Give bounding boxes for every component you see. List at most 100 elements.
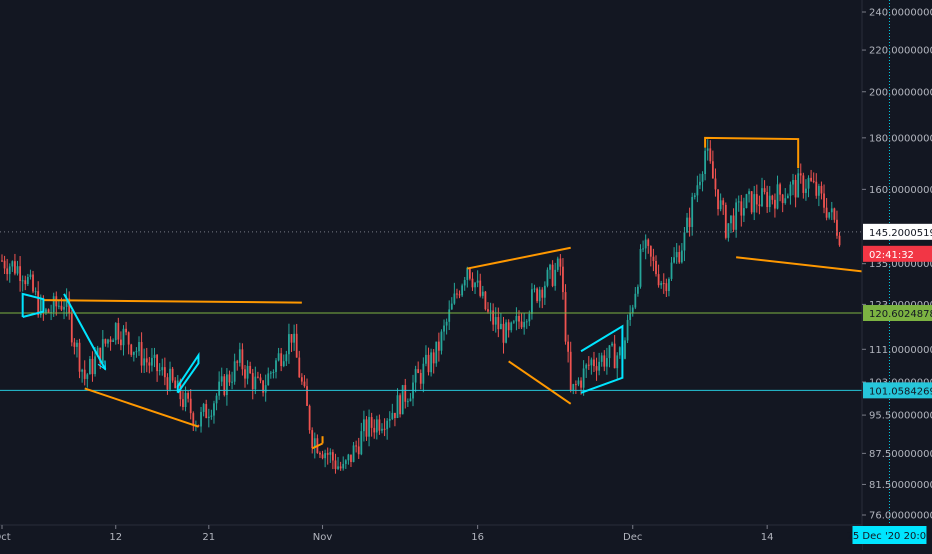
candle-up xyxy=(45,307,47,315)
candle-down xyxy=(825,198,828,221)
candle-body xyxy=(538,289,541,302)
candle-down xyxy=(259,373,262,384)
candle-body xyxy=(125,328,127,333)
candle-body xyxy=(21,280,24,282)
candle-down xyxy=(334,453,337,474)
candle-down xyxy=(652,248,655,272)
candle-body xyxy=(282,361,285,367)
candle-down xyxy=(794,174,797,208)
orange-segment-0 xyxy=(43,299,302,304)
candle-up xyxy=(254,366,257,395)
candle-body xyxy=(789,184,792,196)
candle-up xyxy=(425,345,427,367)
current-price-label-bg xyxy=(863,223,932,240)
candle-down xyxy=(241,343,244,376)
candle-down xyxy=(120,331,122,351)
candle-down xyxy=(567,334,570,363)
candle-down xyxy=(339,461,342,471)
candle-body xyxy=(225,374,228,396)
candle-body xyxy=(742,208,745,216)
candle-up xyxy=(329,448,332,463)
candle-up xyxy=(660,280,663,289)
candle-up xyxy=(626,314,629,344)
candle-up xyxy=(830,201,833,221)
candle-up xyxy=(430,348,433,377)
candle-up xyxy=(220,367,223,387)
candle-down xyxy=(823,184,825,214)
candle-down xyxy=(559,254,562,276)
candle-down xyxy=(502,316,505,354)
x-axis: Oct1221Nov16Dec1420211125 Dec '20 20:002… xyxy=(0,524,932,550)
y-tick-label: 87.50000000 xyxy=(869,449,932,460)
candle-body xyxy=(448,309,451,322)
candle-body xyxy=(257,376,259,378)
candle-up xyxy=(505,319,507,344)
candle-up xyxy=(590,357,593,375)
candle-down xyxy=(520,313,523,330)
candle-body xyxy=(383,428,386,430)
candle-body xyxy=(838,235,841,246)
candle-up xyxy=(789,181,792,205)
candle-up xyxy=(624,337,626,360)
candle-body xyxy=(551,264,554,286)
candle-down xyxy=(750,191,753,215)
candle-body xyxy=(510,322,513,331)
candle-down xyxy=(833,207,836,223)
candle-body xyxy=(815,181,818,196)
candle-body xyxy=(593,359,595,367)
candle-up xyxy=(76,339,78,358)
candle-down xyxy=(109,336,112,351)
candles xyxy=(1,139,841,474)
candle-up xyxy=(88,356,91,375)
candle-body xyxy=(365,419,368,437)
candle-body xyxy=(525,321,528,323)
candle-body xyxy=(730,215,732,224)
candle-down xyxy=(373,419,376,439)
candle-body xyxy=(639,249,642,287)
current-price-label: 145.20005194 xyxy=(863,223,932,240)
cyan-arrow-10 xyxy=(63,293,107,370)
candle-up xyxy=(675,243,678,264)
candle-body xyxy=(11,261,14,267)
candle-up xyxy=(748,188,750,203)
candle-body xyxy=(717,189,719,210)
candle-up xyxy=(753,185,756,221)
candle-down xyxy=(303,375,306,388)
candle-up xyxy=(342,456,345,471)
candle-body xyxy=(554,269,557,286)
candle-body xyxy=(166,377,169,390)
candle-body xyxy=(347,454,350,461)
candle-down xyxy=(665,278,668,298)
candle-body xyxy=(755,194,758,205)
candle-body xyxy=(668,278,670,292)
candle-up xyxy=(114,322,117,345)
candle-down xyxy=(417,361,420,374)
y-tick-label: 200.00000000 xyxy=(869,87,932,98)
candle-body xyxy=(241,349,244,370)
candle-up xyxy=(461,283,464,298)
candle-up xyxy=(225,368,228,406)
candle-down xyxy=(427,347,430,376)
candle-body xyxy=(432,352,435,364)
candle-body xyxy=(577,380,580,385)
candle-body xyxy=(735,202,738,230)
candle-up xyxy=(680,243,683,264)
candle-body xyxy=(693,195,696,197)
cyan-line-price-label-bg xyxy=(863,382,932,399)
candle-down xyxy=(492,303,495,331)
candle-up xyxy=(735,198,738,238)
orange-polyline-4 xyxy=(704,136,800,169)
candle-down xyxy=(709,140,712,164)
candle-body xyxy=(686,217,688,233)
candle-body xyxy=(360,431,363,455)
candle-body xyxy=(603,355,606,367)
y-tick-label: 160.00000000 xyxy=(869,185,932,196)
candle-body xyxy=(574,384,577,386)
candle-up xyxy=(288,323,290,364)
candle-body xyxy=(401,385,404,415)
candle-down xyxy=(174,377,177,389)
candle-up xyxy=(344,459,347,469)
candle-down xyxy=(657,264,660,288)
